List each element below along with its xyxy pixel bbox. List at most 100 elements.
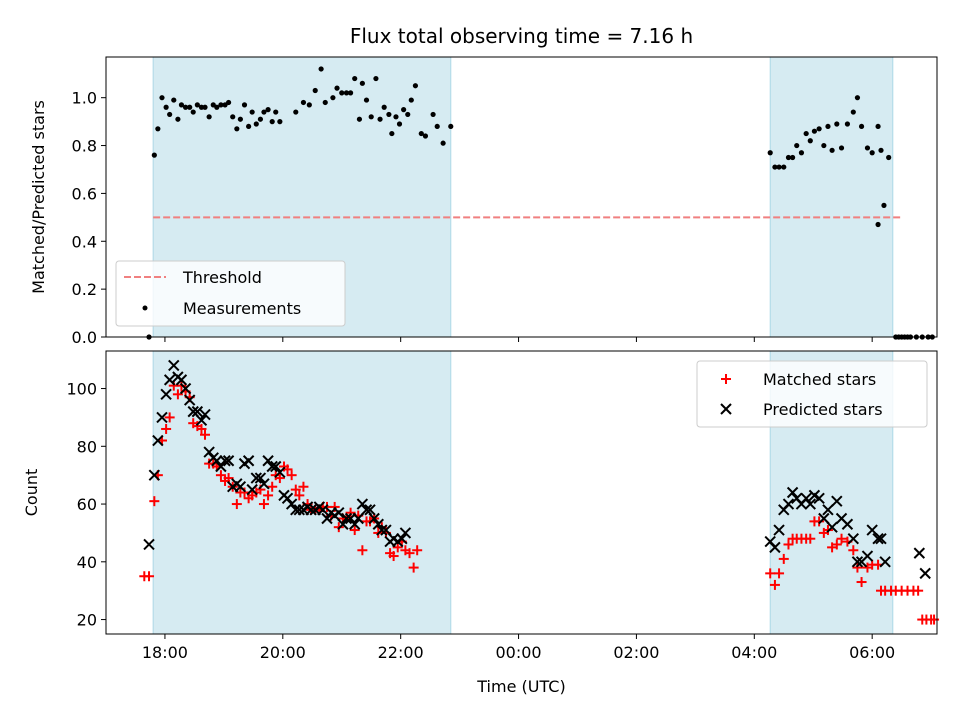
predicted-star-point <box>305 504 317 516</box>
predicted-star-point <box>861 550 874 562</box>
predicted-star-point <box>152 434 164 447</box>
measurement-point <box>234 126 240 132</box>
predicted-star-point <box>219 455 231 467</box>
x-tick-label: 18:00 <box>142 643 188 662</box>
matched-star-point <box>805 533 816 544</box>
predicted-star-point <box>156 411 168 424</box>
matched-star-point <box>196 423 207 434</box>
measurement-point <box>781 164 787 170</box>
top-y-tick-label: 0.6 <box>72 184 97 203</box>
measurement-point <box>202 104 208 110</box>
predicted-star-point <box>242 455 255 467</box>
top-y-tick-label: 0.4 <box>72 232 97 251</box>
matched-star-point <box>783 539 794 550</box>
predicted-star-point <box>349 518 361 530</box>
predicted-star-point <box>215 460 227 473</box>
measurement-point <box>405 111 411 118</box>
measurement-point <box>767 150 773 156</box>
measurement-point <box>878 147 884 153</box>
measurement-point <box>807 138 813 144</box>
top-y-tick-label: 0.8 <box>72 137 97 156</box>
predicted-star-point <box>250 472 262 484</box>
bottom-y-tick-label: 40 <box>77 553 97 572</box>
legend-matched-marker <box>721 374 731 384</box>
measurement-point <box>277 119 283 125</box>
measurements-points <box>146 66 935 340</box>
predicted-star-point <box>841 518 854 530</box>
top-y-tick-label: 1.0 <box>72 89 97 108</box>
matched-star-point <box>200 429 211 440</box>
x-tick-label: 00:00 <box>495 643 541 662</box>
measurement-point <box>864 145 871 151</box>
predicted-star-point <box>769 541 781 554</box>
bottom-y-tick-label: 20 <box>77 611 97 630</box>
measurement-point <box>389 130 395 137</box>
matched-star-point <box>408 562 419 573</box>
predicted-star-point <box>317 504 329 516</box>
predicted-star-point <box>368 512 380 525</box>
predicted-star-point <box>879 556 891 568</box>
predicted-star-point <box>872 532 884 545</box>
measurement-point <box>422 133 429 139</box>
matched-star-point <box>814 516 825 527</box>
predicted-star-point <box>262 455 274 467</box>
predicted-star-point <box>782 498 795 510</box>
measurement-point <box>875 123 881 130</box>
predicted-star-point <box>199 408 211 421</box>
matched-star-point <box>836 533 847 544</box>
shaded-span <box>769 56 894 338</box>
predicted-star-point <box>786 486 799 499</box>
predicted-star-point <box>254 472 267 484</box>
matched-star-point <box>267 481 278 492</box>
bottom-y-tick-label: 60 <box>77 495 97 514</box>
matched-star-point <box>345 507 356 518</box>
measurement-point <box>838 145 845 151</box>
bottom-plot-frame <box>105 350 938 635</box>
matched-star-point <box>856 577 867 588</box>
measurement-point <box>318 66 324 72</box>
measurement-point <box>352 75 358 82</box>
measurement-point <box>175 116 181 122</box>
predicted-star-point <box>831 495 843 507</box>
measurement-point <box>300 99 307 106</box>
x-tick-label: 06:00 <box>849 643 895 662</box>
measurement-point <box>794 142 800 149</box>
matched-star-point <box>149 496 160 507</box>
measurement-point <box>886 154 892 161</box>
matched-star-point <box>231 499 242 510</box>
measurement-point <box>844 121 851 127</box>
measurement-point <box>434 123 440 130</box>
shaded-span <box>152 350 452 635</box>
measurement-point <box>293 109 299 115</box>
matched-star-point <box>357 545 368 556</box>
legend-matched-swatch <box>721 374 731 384</box>
measurement-point <box>821 142 827 149</box>
predicted-star-point <box>258 478 270 490</box>
measurement-point <box>811 128 818 134</box>
measurement-point <box>803 130 809 137</box>
top-y-axis-label: Matched/Predicted stars <box>29 100 48 294</box>
predicted-star-point <box>187 405 199 418</box>
legend-matched-label: Matched stars <box>763 370 876 389</box>
predicted-star-point <box>168 359 180 372</box>
predicted-star-point <box>356 498 369 510</box>
matched-star-point <box>848 545 859 556</box>
matched-star-point <box>765 568 776 579</box>
measurement-point <box>363 97 370 103</box>
predicted-star-point <box>804 498 816 510</box>
predicted-stars-points <box>143 359 931 580</box>
measurement-point <box>171 97 177 103</box>
legend-measurements-swatch <box>142 305 148 311</box>
measurement-point <box>187 104 193 110</box>
bottom-y-ticks: 20 40 60 80 100 <box>66 380 106 630</box>
predicted-star-point <box>333 507 345 519</box>
measurement-point <box>408 97 414 103</box>
measurement-point <box>182 104 189 110</box>
top-chart-panel: 0.0 0.2 0.4 0.6 0.8 1.0 Flux total observing … <box>29 24 938 347</box>
predicted-star-point <box>266 460 278 473</box>
x-tick-label: 20:00 <box>260 643 306 662</box>
matched-star-point <box>294 490 305 501</box>
matched-star-point <box>778 553 789 564</box>
measurement-point <box>155 126 161 132</box>
